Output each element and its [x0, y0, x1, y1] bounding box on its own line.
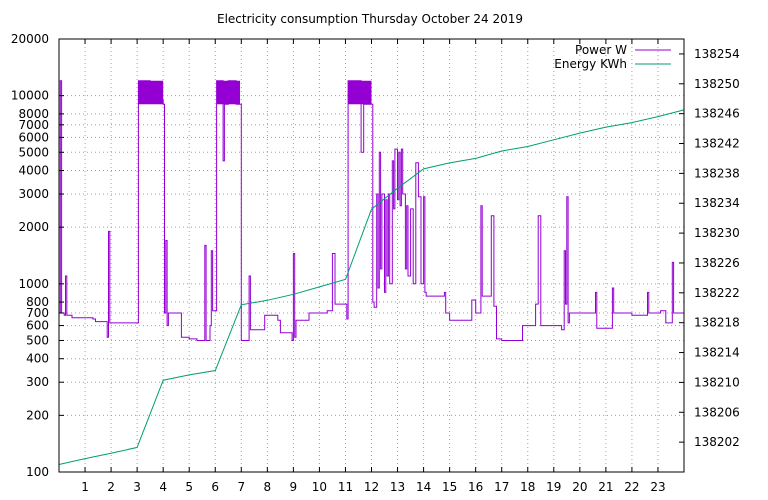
y-left-tick-label: 10000 [11, 89, 49, 103]
y-right-tick-label: 138246 [694, 107, 740, 121]
y-left-tick-label: 500 [26, 333, 49, 347]
y-left-tick-label: 20000 [11, 32, 49, 46]
y-left-tick-label: 5000 [18, 145, 49, 159]
x-tick-label: 15 [442, 480, 457, 494]
y-right-tick-label: 138254 [694, 47, 740, 61]
x-tick-label: 16 [468, 480, 483, 494]
y-left-tick-label: 3000 [18, 187, 49, 201]
y-right-tick-label: 138238 [694, 166, 740, 180]
y-left-tick-label: 300 [26, 375, 49, 389]
legend-label-energy: Energy KWh [554, 57, 627, 71]
y-right-tick-label: 138202 [694, 435, 740, 449]
x-tick-label: 17 [494, 480, 509, 494]
power-series-line [59, 80, 684, 341]
y-right-tick-label: 138218 [694, 316, 740, 330]
y-right-tick-label: 138210 [694, 375, 740, 389]
y-right-tick-label: 138214 [694, 346, 740, 360]
x-tick-label: 9 [290, 480, 298, 494]
y-right-tick-label: 138234 [694, 196, 740, 210]
y-left-tick-label: 700 [26, 306, 49, 320]
y-right-tick-label: 138206 [694, 405, 740, 419]
x-tick-label: 22 [624, 480, 639, 494]
x-tick-label: 8 [264, 480, 272, 494]
x-tick-label: 6 [211, 480, 219, 494]
x-tick-label: 7 [237, 480, 245, 494]
x-tick-label: 2 [107, 480, 115, 494]
legend: Power W Energy KWh [554, 43, 671, 71]
x-tick-label: 11 [338, 480, 353, 494]
x-tick-label: 20 [572, 480, 587, 494]
y-left-tick-label: 2000 [18, 220, 49, 234]
y-right-tick-label: 138226 [694, 256, 740, 270]
x-tick-label: 21 [598, 480, 613, 494]
y-left-tick-label: 6000 [18, 130, 49, 144]
power-high-band [138, 80, 164, 105]
y-left-tick-label: 4000 [18, 164, 49, 178]
y-right-tick-label: 138222 [694, 286, 740, 300]
y-left-tick-label: 400 [26, 352, 49, 366]
y-left-tick-label: 8000 [18, 107, 49, 121]
y-left-tick-label: 7000 [18, 118, 49, 132]
energy-series-line [58, 109, 685, 465]
x-tick-label: 18 [520, 480, 535, 494]
axis-ticks: 1 2 3 4 5 6 7 8 9 10 11 12 13 14 15 16 17 18 19 20 21 22 23100… [11, 32, 740, 494]
y-left-tick-label: 800 [26, 295, 49, 309]
y-left-tick-label: 1000 [18, 277, 49, 291]
x-tick-label: 3 [133, 480, 141, 494]
legend-label-power: Power W [575, 43, 627, 57]
x-tick-label: 14 [416, 480, 431, 494]
y-left-tick-label: 600 [26, 319, 49, 333]
x-tick-label: 23 [650, 480, 665, 494]
y-right-tick-label: 138250 [694, 77, 740, 91]
x-tick-label: 10 [312, 480, 327, 494]
x-tick-label: 12 [364, 480, 379, 494]
x-tick-label: 4 [159, 480, 167, 494]
series [58, 80, 685, 465]
x-tick-label: 13 [390, 480, 405, 494]
y-right-tick-label: 138230 [694, 226, 740, 240]
power-high-band [216, 80, 240, 105]
x-tick-label: 1 [81, 480, 89, 494]
x-tick-label: 19 [546, 480, 561, 494]
y-left-tick-label: 200 [26, 408, 49, 422]
chart-title: Electricity consumption Thursday October… [217, 12, 523, 26]
y-right-tick-label: 138242 [694, 137, 740, 151]
power-high-band [348, 80, 372, 105]
x-tick-label: 5 [185, 480, 193, 494]
y-left-tick-label: 100 [26, 465, 49, 479]
